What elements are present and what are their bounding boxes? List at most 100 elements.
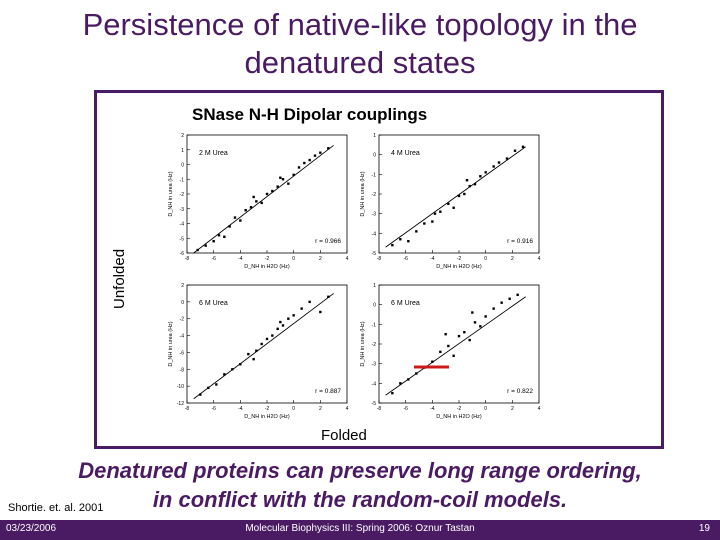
- data-point: [431, 360, 434, 363]
- data-point: [223, 373, 226, 376]
- data-point: [407, 240, 410, 243]
- data-point: [513, 149, 517, 152]
- y-tick-label: -1: [372, 172, 377, 178]
- data-point: [308, 300, 311, 304]
- y-tick-label: 0: [373, 303, 376, 309]
- panel-ylabel: D_NH in urea (Hz): [168, 171, 174, 216]
- y-tick-label: -8: [180, 367, 185, 373]
- data-point: [468, 338, 471, 342]
- citation: Shortie. et. al. 2001: [8, 502, 104, 514]
- data-point: [297, 166, 301, 169]
- conclusion-statement: Denatured proteins can preserve long ran…: [10, 456, 710, 514]
- x-tick-label: -8: [185, 256, 190, 262]
- y-tick-label: -4: [180, 222, 185, 228]
- panel-ylabel: D_NH in urea (Hz): [360, 171, 366, 216]
- data-point: [447, 344, 450, 348]
- data-point: [452, 354, 455, 357]
- data-point: [447, 202, 450, 206]
- x-tick-label: -4: [238, 406, 243, 412]
- data-point: [423, 222, 426, 225]
- figure-ylabel-unfolded: Unfolded: [111, 248, 128, 309]
- data-point: [223, 235, 226, 238]
- y-tick-label: -2: [180, 192, 185, 198]
- x-tick-label: -4: [430, 256, 435, 262]
- conclusion-line-1: Denatured proteins can preserve long ran…: [78, 458, 642, 483]
- y-tick-label: -3: [372, 212, 377, 218]
- panel-title: 6 M Urea: [199, 300, 228, 307]
- data-point: [239, 363, 242, 366]
- y-tick-label: 0: [373, 153, 376, 159]
- data-point: [492, 307, 495, 310]
- fit-line: [385, 146, 526, 248]
- data-point: [431, 220, 434, 223]
- panel-xlabel: D_NH in H2O (Hz): [436, 264, 482, 270]
- data-point: [457, 194, 461, 198]
- x-tick-label: -4: [430, 406, 435, 412]
- data-point: [239, 219, 242, 222]
- data-point: [255, 200, 258, 203]
- data-point: [508, 297, 511, 300]
- data-point: [521, 145, 525, 148]
- data-point: [439, 350, 442, 354]
- panel-ylabel: D_NH in urea (Hz): [360, 321, 366, 366]
- slide-title-line-2: denatured states: [244, 45, 476, 80]
- footer-course: Molecular Biophysics III: Spring 2006: O…: [245, 523, 475, 534]
- y-tick-label: 2: [181, 133, 184, 139]
- panel-title: 6 M Urea: [391, 300, 420, 307]
- x-tick-label: -2: [457, 256, 462, 262]
- y-tick-label: -5: [372, 251, 377, 257]
- figure-subtitle: SNase N-H Dipolar couplings: [192, 105, 428, 124]
- data-point: [415, 230, 418, 233]
- panel-correlation-label: r = 0.966: [315, 238, 341, 245]
- x-tick-label: 0: [484, 256, 487, 262]
- data-point: [233, 216, 237, 219]
- data-point: [300, 307, 303, 310]
- data-point: [249, 206, 253, 209]
- data-point: [479, 175, 482, 178]
- x-tick-label: -8: [185, 406, 190, 412]
- data-point: [473, 182, 477, 186]
- panel-title: 4 M Urea: [391, 150, 420, 157]
- data-point: [500, 301, 503, 304]
- y-tick-label: -2: [372, 192, 377, 198]
- data-point: [271, 334, 274, 337]
- panel-xlabel: D_NH in H2O (Hz): [244, 264, 290, 270]
- data-point: [212, 240, 215, 243]
- x-tick-label: 4: [346, 406, 349, 412]
- footer-page-number: 19: [698, 523, 710, 534]
- x-tick-label: 2: [511, 406, 514, 412]
- y-tick-label: -2: [372, 342, 377, 348]
- data-point: [439, 210, 442, 213]
- x-tick-label: -6: [403, 256, 408, 262]
- x-tick-label: 2: [319, 256, 322, 262]
- y-tick-label: -3: [372, 362, 377, 368]
- panel-correlation-label: r = 0.822: [507, 388, 533, 395]
- y-tick-label: 1: [373, 283, 376, 289]
- x-tick-label: 0: [292, 256, 295, 262]
- y-tick-label: 0: [181, 163, 184, 169]
- data-point: [313, 154, 317, 157]
- y-tick-label: -10: [177, 384, 184, 390]
- data-point: [279, 176, 282, 179]
- x-tick-label: 2: [319, 406, 322, 412]
- x-tick-label: 2: [511, 256, 514, 262]
- data-point: [407, 378, 410, 381]
- data-point: [231, 368, 234, 371]
- footer-bar: 03/23/2006 Molecular Biophysics III: Spr…: [0, 520, 720, 540]
- x-tick-label: -8: [377, 256, 382, 262]
- slide-title: Persistence of native-like topology in t…: [20, 6, 700, 82]
- data-point: [265, 337, 269, 341]
- data-point: [199, 393, 202, 396]
- data-point: [327, 147, 330, 150]
- data-point: [279, 320, 282, 324]
- panel-xlabel: D_NH in H2O (Hz): [436, 414, 482, 420]
- y-tick-label: 1: [373, 133, 376, 139]
- y-tick-label: -4: [372, 381, 377, 387]
- y-tick-label: -4: [180, 334, 185, 340]
- x-tick-label: -6: [403, 406, 408, 412]
- y-tick-label: -6: [180, 251, 185, 257]
- data-point: [399, 382, 402, 385]
- data-point: [463, 331, 466, 334]
- panel-title: 2 M Urea: [199, 150, 228, 157]
